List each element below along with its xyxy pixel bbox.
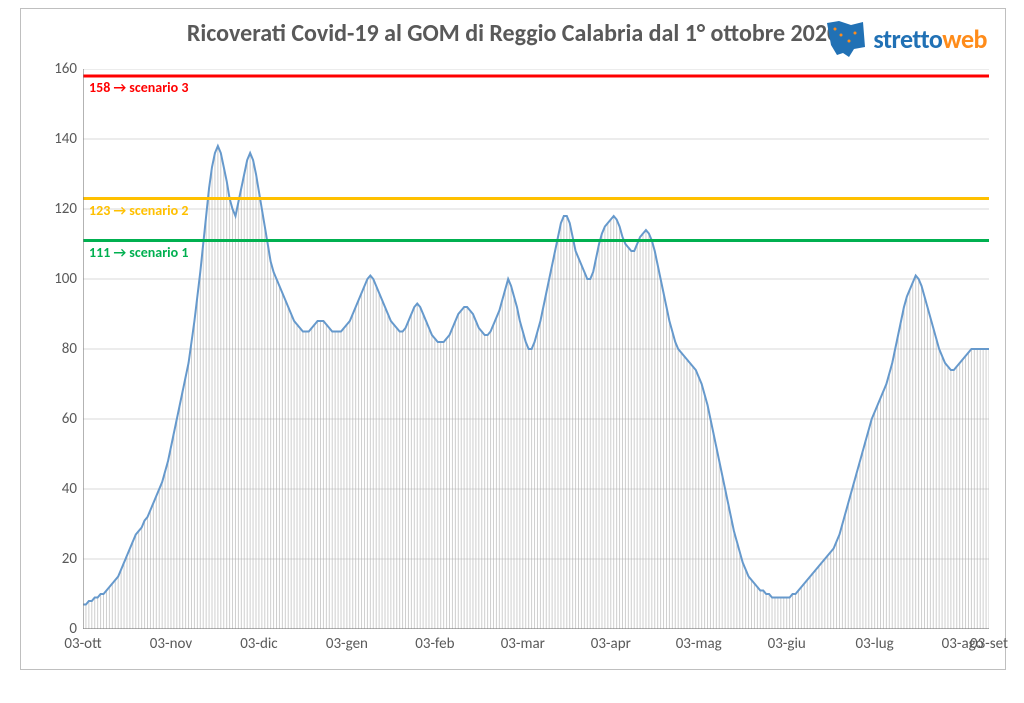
threshold-label: 111 → scenario 1 — [89, 244, 188, 261]
x-axis-label: 03-mar — [501, 635, 545, 653]
logo-text: strettoweb — [873, 23, 987, 55]
x-axis-label: 03-dic — [240, 635, 277, 653]
x-axis-label: 03-gen — [326, 635, 368, 653]
chart-container: Ricoverati Covid-19 al GOM di Reggio Cal… — [20, 8, 1006, 670]
x-axis-label: 03-nov — [150, 635, 192, 653]
y-axis-label: 140 — [37, 130, 77, 148]
x-axis-label: 03-giu — [768, 635, 806, 653]
x-axis-label: 03-lug — [856, 635, 894, 653]
x-axis-label: 03-ott — [64, 635, 101, 653]
y-axis-label: 160 — [37, 60, 77, 78]
x-axis-label: 03-mag — [676, 635, 722, 653]
y-axis-label: 80 — [37, 340, 77, 358]
x-axis-label: 03-feb — [415, 635, 454, 653]
y-axis-label: 60 — [37, 410, 77, 428]
x-axis-label: 03-set — [970, 635, 1008, 653]
y-axis-label: 120 — [37, 200, 77, 218]
plot-area: 02040608010012014016003-ott03-nov03-dic0… — [83, 69, 989, 629]
threshold-label: 158 → scenario 3 — [89, 79, 188, 96]
plot-svg — [83, 69, 989, 629]
brand-logo: strettoweb — [821, 17, 987, 61]
y-axis-label: 100 — [37, 270, 77, 288]
map-icon — [821, 19, 869, 59]
threshold-label: 123 → scenario 2 — [89, 202, 188, 219]
y-axis-label: 20 — [37, 550, 77, 568]
x-axis-label: 03-apr — [591, 635, 631, 653]
y-axis-label: 40 — [37, 480, 77, 498]
